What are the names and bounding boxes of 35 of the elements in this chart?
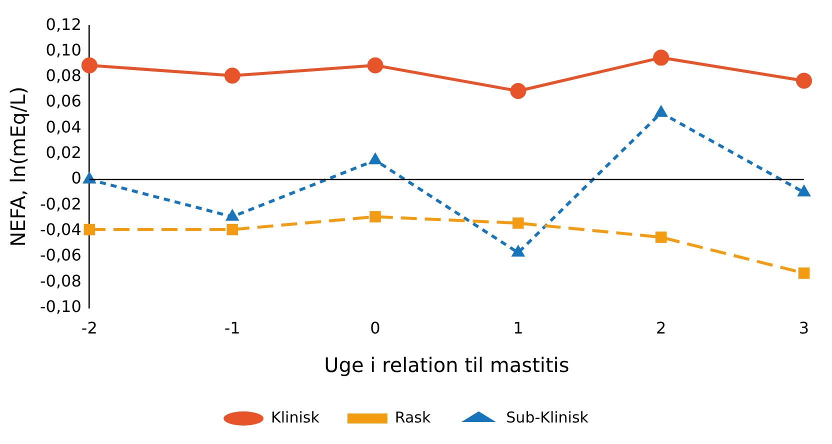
point	[84, 224, 96, 236]
point	[81, 57, 98, 74]
y-axis-title: NEFA, ln(mEq/L)	[6, 86, 30, 247]
y-tick-label: 0,04	[46, 117, 82, 136]
y-tick-label: 0,08	[46, 66, 82, 86]
y-tick-label: -0,10	[40, 296, 82, 316]
point	[653, 50, 670, 66]
point	[224, 68, 240, 84]
legend-label: Sub-Klinisk	[506, 408, 589, 426]
y-tick-label: -0,06	[40, 246, 82, 265]
x-tick-label: 3	[798, 318, 810, 338]
y-tick-label: -0,08	[40, 271, 82, 290]
point	[796, 72, 812, 89]
y-tick-label: -0,02	[40, 194, 82, 214]
x-tick-label: -1	[224, 318, 240, 338]
y-tick-label: 0	[71, 168, 82, 188]
point	[798, 268, 810, 279]
legend-label: Klinisk	[271, 408, 320, 426]
point	[367, 57, 384, 74]
x-tick-label: 2	[656, 318, 666, 338]
legend-label: Rask	[394, 408, 431, 426]
point	[226, 224, 238, 236]
point	[512, 217, 524, 229]
x-axis-title: Uge i relation til mastitis	[324, 353, 570, 378]
x-tick-label: 1	[513, 318, 524, 338]
point	[655, 232, 667, 243]
y-tick-label: -0,04	[40, 220, 82, 239]
point	[370, 211, 381, 222]
y-tick-label: 0,12	[46, 14, 82, 34]
y-tick-label: 0,06	[46, 92, 82, 111]
y-tick-label: 0,02	[46, 143, 82, 162]
x-tick-label: 0	[370, 318, 380, 338]
point	[510, 83, 526, 100]
x-tick-label: -2	[81, 318, 98, 338]
y-tick-label: 0,10	[46, 40, 82, 60]
